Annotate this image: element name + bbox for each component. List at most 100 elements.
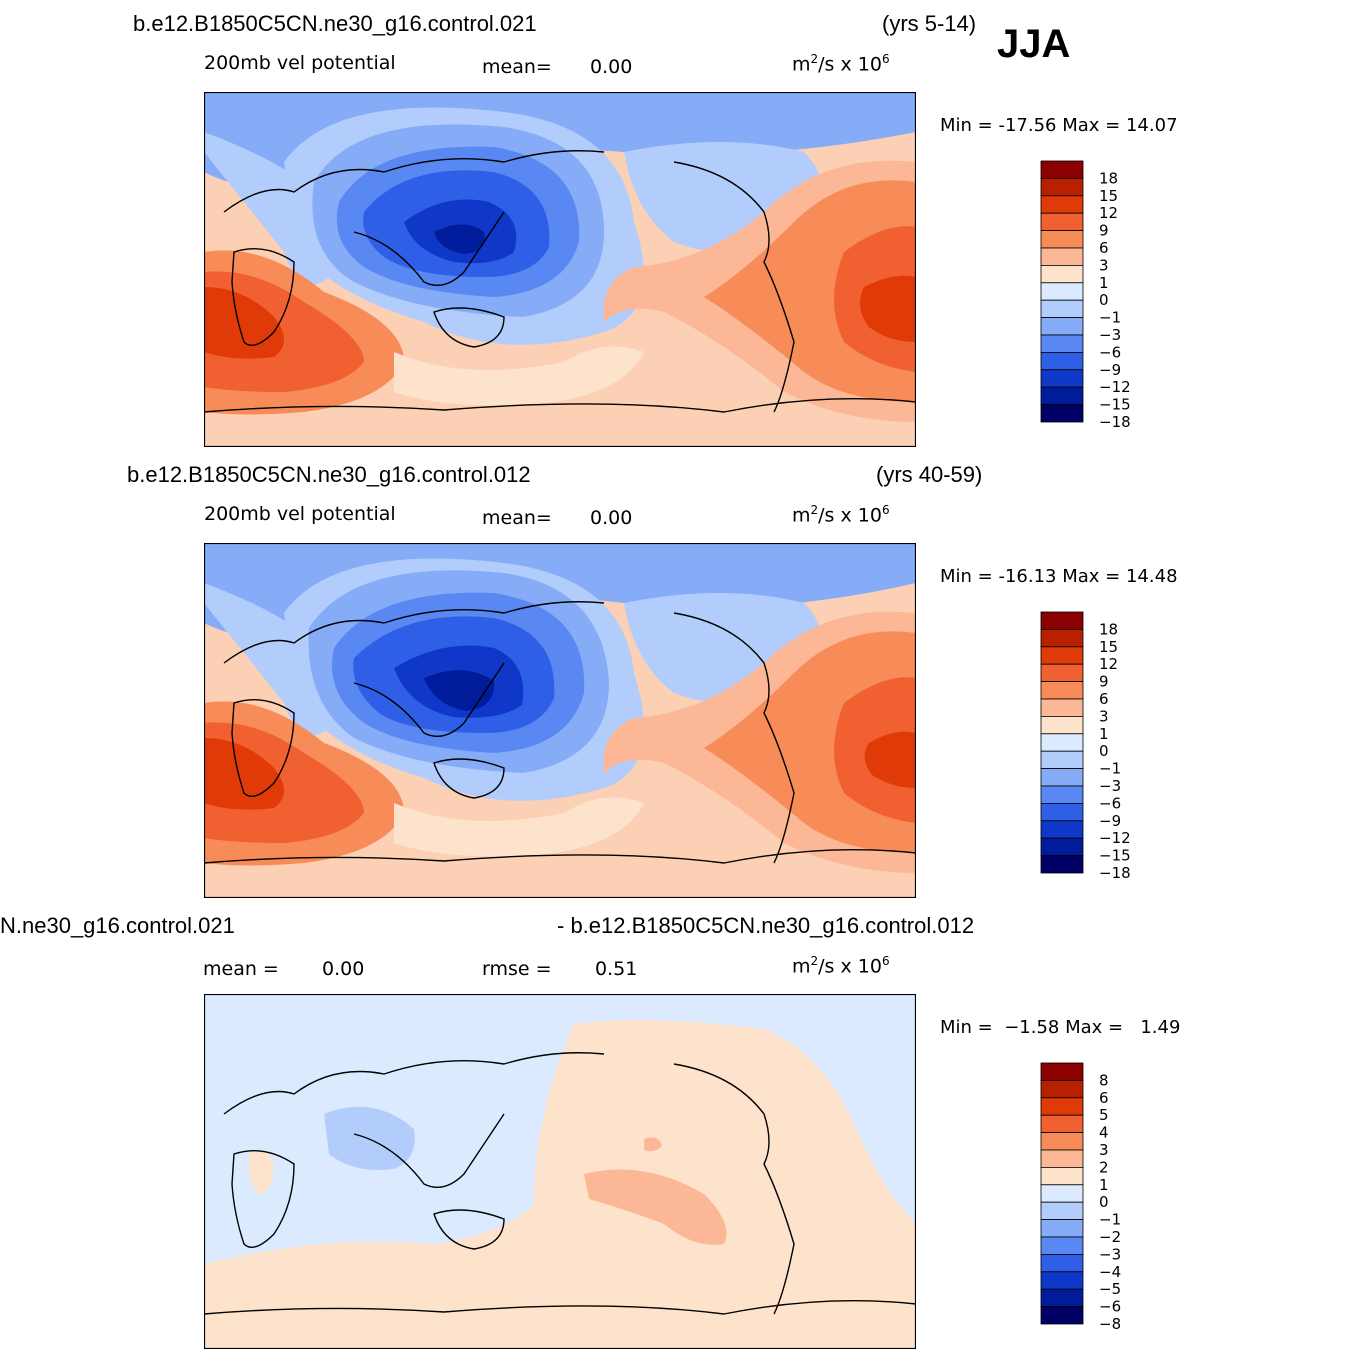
colorbar-tick-label: −6	[1099, 343, 1121, 361]
case-title: b.e12.B1850C5CN.ne30_g16.control.021	[133, 11, 537, 36]
colorbar-swatch	[1040, 265, 1084, 284]
colorbar-swatch	[1040, 1236, 1084, 1255]
coastline	[353, 1113, 505, 1188]
season-label: JJA	[997, 22, 1071, 66]
colorbar-swatch	[1040, 820, 1084, 839]
field-label: 200mb vel potential	[204, 503, 396, 525]
colorbar-swatch	[1040, 1271, 1084, 1290]
rmse-label: rmse =	[482, 958, 552, 980]
min-max-readout: Min = -17.56 Max = 14.07	[940, 115, 1178, 136]
colorbar-tick-label: −3	[1099, 777, 1121, 795]
colorbar-tick-label: 6	[1099, 690, 1109, 708]
colorbar-swatch	[1040, 160, 1084, 179]
colorbar-tick-label: −12	[1099, 829, 1131, 847]
colorbar-tick-label: −5	[1099, 1280, 1121, 1298]
coastline	[204, 1299, 916, 1315]
colorbar-swatch	[1040, 282, 1084, 301]
colorbar-tick-label: −9	[1099, 812, 1121, 830]
colorbar-swatch	[1040, 177, 1084, 197]
contour-fill	[864, 731, 916, 788]
map-frame	[204, 92, 916, 447]
colorbar-tick-label: −4	[1099, 1263, 1121, 1281]
colorbar-tick-label: 0	[1099, 1193, 1109, 1211]
units-label: m2/s x 106	[792, 52, 890, 76]
coastline	[231, 247, 295, 346]
colorbar-tick-label: 1	[1099, 725, 1109, 743]
colorbar-tick-label: −3	[1099, 1245, 1121, 1263]
colorbar-swatch	[1040, 628, 1084, 648]
colorbar-swatch	[1040, 1184, 1084, 1203]
colorbar-tick-label: −8	[1099, 1315, 1121, 1333]
mean-value: 0.00	[590, 56, 633, 78]
contour-fill	[584, 1169, 727, 1245]
colorbar-swatch	[1040, 768, 1084, 787]
mean-value: 0.00	[590, 507, 633, 529]
colorbar-tick-label: 12	[1099, 204, 1118, 222]
coastline	[223, 1052, 605, 1115]
colorbar-tick-label: 9	[1099, 222, 1109, 240]
colorbar-swatch	[1040, 212, 1084, 232]
colorbar-tick-label: 12	[1099, 655, 1118, 673]
colorbar-tick-label: 0	[1099, 742, 1109, 760]
colorbar-tick-label: 1	[1099, 1176, 1109, 1194]
colorbar-tick-label: 15	[1099, 638, 1118, 656]
colorbar-swatch	[1040, 369, 1084, 388]
colorbar-tick-label: −1	[1099, 1211, 1121, 1229]
colorbar-tick-label: 4	[1099, 1124, 1109, 1142]
min-max-readout: Min = −1.58 Max = 1.49	[940, 1017, 1181, 1038]
colorbar-tick-label: 8	[1099, 1071, 1109, 1089]
colorbar-swatch	[1040, 386, 1084, 405]
contour-fill	[248, 1150, 274, 1194]
coastline	[231, 698, 295, 797]
case-title-left: N.ne30_g16.control.021	[0, 913, 235, 938]
colorbar-swatch	[1040, 733, 1084, 752]
colorbar-swatch	[1040, 611, 1084, 630]
colorbar-tick-label: 3	[1099, 1141, 1109, 1159]
colorbar-swatch	[1040, 716, 1084, 735]
colorbar-swatch	[1040, 230, 1084, 249]
coastline	[231, 1149, 295, 1248]
colorbar-swatch	[1040, 646, 1084, 665]
colorbar-swatch	[1040, 837, 1084, 856]
colorbar-tick-label: −6	[1099, 1298, 1121, 1316]
rmse-value: 0.51	[595, 958, 638, 980]
min-max-readout: Min = -16.13 Max = 14.48	[940, 566, 1178, 587]
colorbar-swatch	[1040, 334, 1084, 353]
colorbar-tick-label: 18	[1099, 169, 1118, 187]
colorbar-swatch	[1040, 1219, 1084, 1238]
map-frame	[204, 994, 916, 1349]
mean-value: 0.00	[322, 958, 365, 980]
colorbar-swatch	[1040, 1079, 1084, 1099]
colorbar-tick-label: 0	[1099, 291, 1109, 309]
colorbar-swatch	[1040, 317, 1084, 336]
contour-fill	[644, 1137, 662, 1152]
colorbar-tick-label: 6	[1099, 1089, 1109, 1107]
contour-fill	[434, 224, 485, 254]
field-label: 200mb vel potential	[204, 52, 396, 74]
contour-fill	[394, 797, 644, 857]
colorbar-swatch	[1040, 195, 1084, 214]
years-label: (yrs 5-14)	[882, 11, 977, 36]
coastline	[433, 307, 505, 348]
colorbar-tick-label: 18	[1099, 620, 1118, 638]
colorbar-swatch	[1040, 785, 1084, 804]
colorbar-tick-label: 2	[1099, 1158, 1109, 1176]
colorbar-swatch	[1040, 855, 1084, 874]
colorbar-swatch	[1040, 1201, 1084, 1220]
colorbar-tick-label: −18	[1099, 413, 1131, 431]
contour-fill	[324, 1106, 415, 1170]
mean-label: mean =	[203, 958, 279, 980]
case-title-right: - b.e12.B1850C5CN.ne30_g16.control.012	[557, 913, 975, 938]
colorbar-swatch	[1040, 1167, 1084, 1186]
colorbar-tick-label: −15	[1099, 396, 1131, 414]
contour-map	[204, 994, 916, 1349]
units-label: m2/s x 106	[792, 954, 890, 978]
colorbar-tick-label: 5	[1099, 1106, 1109, 1124]
contour-map	[204, 92, 916, 447]
colorbar-swatch	[1040, 1306, 1084, 1325]
colorbar-swatch	[1040, 1288, 1084, 1307]
map-frame	[204, 543, 916, 898]
colorbar-swatch	[1040, 1062, 1084, 1081]
